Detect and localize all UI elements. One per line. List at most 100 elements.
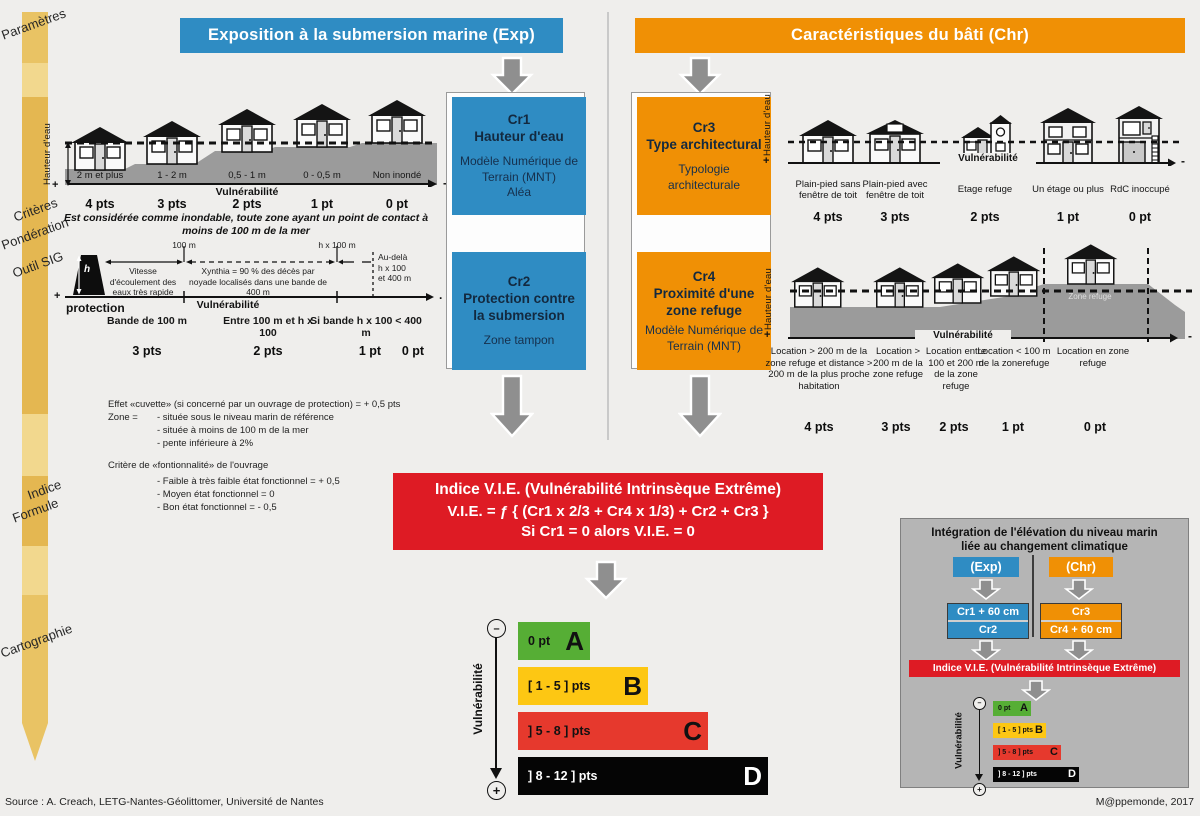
marker-hx100: h x 100 m (318, 240, 356, 250)
climate-exp-row2: Cr2 (948, 622, 1028, 638)
mini-grade-a-range: 0 pt (998, 705, 1011, 712)
cr2-box: Cr2 Protection contre la submersion Zone… (452, 252, 586, 370)
refuge-class-label: Location > 200 m de la zone refuge et di… (765, 346, 873, 392)
water-height-axis-label: Hauteur d'eau (42, 123, 53, 185)
building-type-points: 3 pts (880, 210, 910, 224)
refuge-class-label: Location < 100 m de la zonerefuge (977, 346, 1051, 369)
cr3-desc: Typologie architecturale (667, 162, 741, 192)
water-class-label: 1 - 2 m (157, 170, 187, 181)
cr1-box: Cr1 Hauteur d'eau Modèle Numérique de Te… (452, 97, 586, 215)
cr3-id: Cr3 (692, 120, 716, 135)
exp-header: Exposition à la submersion marine (Exp) (180, 18, 563, 53)
protection-label: protection (66, 301, 125, 315)
exp-water-diagram: Hauteur d'eau + - 2 m et plus 1 - 2 m 0,… (40, 95, 452, 245)
vulnerability-axis-label: Vulnérabilité (196, 299, 260, 311)
house-far-from-refuge (790, 266, 846, 308)
grade-scale: – + Vulnérabilité 0 pt A [ 1 - 5 ] pts B… (460, 615, 820, 810)
cr2-desc: Zone tampon (483, 333, 555, 348)
water-class-label: 2 m et plus (76, 170, 124, 181)
protection-class-label: Bande de 100 m (107, 315, 187, 327)
exp-water-scene (65, 99, 437, 189)
process-bar-arrow-tip (22, 723, 48, 761)
chr-header: Caractéristiques du bâti (Chr) (635, 18, 1185, 53)
grade-a-letter: A (565, 626, 584, 656)
mini-grade-b-range: [ 1 - 5 ] pts (998, 727, 1034, 734)
vulnerability-axis-label: Vulnérabilité (915, 330, 1011, 341)
down-arrow-icon (490, 56, 534, 96)
functional-item: - Faible à très faible état fonctionnel … (157, 476, 340, 487)
vulnerability-axis-label: Vulnérabilité (940, 153, 1036, 164)
protection-diagram: h 100 m h x 100 m Vitesse d'écoulement d… (40, 238, 465, 363)
grade-c-bar: ] 5 - 8 ] pts C (518, 712, 708, 750)
grade-a-range: 0 pt (528, 634, 551, 648)
house-in-refuge-zone (1063, 243, 1119, 285)
climate-chr-chip: (Chr) (1049, 557, 1113, 577)
terrain-shape (65, 143, 437, 185)
cr1-desc: Modèle Numérique de Terrain (MNT) (459, 154, 579, 184)
protection-class-points: 0 pt (401, 344, 425, 358)
climate-title-line1: Intégration de l'élévation du niveau mar… (931, 527, 1158, 539)
chr-refuge-diagram: Hauteur d'eau + - Zone refuge Vulnérabil… (760, 240, 1200, 440)
refuge-class-label: Location en zone refuge (1056, 346, 1130, 369)
building-type-label: RdC inoccupé (1110, 184, 1170, 196)
cr4-desc: Modèle Numérique de Terrain (MNT) (644, 323, 764, 353)
house-two-storey (1039, 107, 1097, 164)
protection-scene (65, 246, 434, 303)
mini-grade-d-bar: ] 8 - 12 ] pts D (993, 767, 1079, 782)
mini-grade-b-letter: B (1035, 724, 1043, 736)
mini-grade-c-range: ] 5 - 8 ] pts (998, 749, 1034, 756)
axis-minus-sign: - (1181, 154, 1185, 168)
mini-grade-d-range: ] 8 - 12 ] pts (998, 771, 1037, 778)
protection-class-label: Si bande h x 100 < 400 m (310, 315, 422, 339)
climate-chr-row1: Cr3 (1041, 604, 1121, 620)
axis-minus-sign: - (443, 176, 447, 190)
climate-chr-stack: Cr3 Cr4 + 60 cm (1040, 603, 1122, 639)
arrow-head-icon (975, 774, 983, 781)
climate-exp-stack: Cr1 + 60 cm Cr2 (947, 603, 1029, 639)
grade-a-bar: 0 pt A (518, 622, 590, 660)
vulnerability-axis-label: Vulnérabilité (471, 663, 485, 735)
climate-divider (1032, 555, 1034, 637)
cr4-box: Cr4 Proximité d'une zone refuge Modèle N… (637, 252, 771, 370)
grade-b-bar: [ 1 - 5 ] pts B (518, 667, 648, 705)
building-type-label: Plain-pied avec fenêtre de toit (862, 178, 928, 202)
water-height-axis-label: Hauteur d'eau (763, 268, 774, 330)
refuge-class-points: 4 pts (804, 420, 834, 434)
water-class-points: 3 pts (157, 197, 187, 211)
protection-class-points: 3 pts (132, 344, 162, 358)
house-flooded-05-1m (217, 108, 277, 153)
dike-height-label: h (84, 264, 91, 275)
house-roof-window (865, 119, 925, 164)
down-arrow-icon (971, 579, 1001, 600)
arrow-head-icon (490, 768, 502, 779)
process-bar-segment (22, 476, 48, 546)
down-arrow-icon (1021, 680, 1051, 701)
cr2-title: Protection contre la submersion (463, 291, 575, 324)
house-flooded-2m (70, 126, 130, 171)
mini-grade-a-bar: 0 pt A (993, 701, 1031, 716)
grade-c-range: ] 5 - 8 ] pts (528, 724, 591, 738)
climate-exp-chip: (Exp) (953, 557, 1019, 577)
house-flooded-0-05m (292, 103, 352, 148)
axis-plus-sign: + (763, 155, 770, 167)
vie-title: Indice V.I.E. (Vulnérabilité Intrinsèque… (435, 481, 781, 498)
cr1-id: Cr1 (507, 112, 531, 128)
vie-condition: Si Cr1 = 0 alors V.I.E. = 0 (521, 523, 695, 540)
building-type-points: 1 pt (1056, 210, 1080, 224)
zone-item: - située à moins de 100 m de la mer (157, 425, 309, 436)
vulnerability-arrow-line (495, 637, 497, 770)
cr1-desc2: Aléa (506, 185, 532, 200)
minus-circle-icon: – (973, 697, 986, 710)
water-class-label: 0 - 0,5 m (303, 170, 341, 181)
zone-item: - pente inférieure à 2% (157, 438, 254, 449)
axis-plus-sign: + (52, 179, 59, 191)
protection-class-points: 2 pts (253, 344, 283, 358)
scoring-notes: Effet «cuvette» (si concerné par un ouvr… (105, 397, 415, 515)
mini-grade-c-letter: C (1050, 746, 1058, 758)
protection-class-points: 1 pt (358, 344, 382, 358)
chr-type-diagram: Hauteur d'eau + - Vulnérabilité Plain-pi… (760, 70, 1195, 230)
mini-grade-a-letter: A (1020, 702, 1028, 714)
refuge-class-points: 2 pts (939, 420, 969, 434)
climate-exp-row1: Cr1 + 60 cm (948, 604, 1028, 620)
